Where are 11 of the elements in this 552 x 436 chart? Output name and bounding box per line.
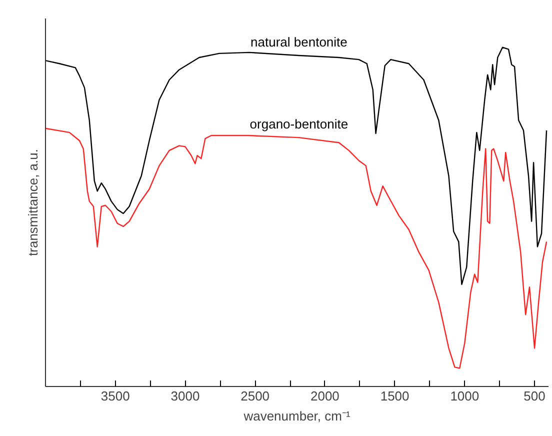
x-axis-title: wavenumber, cm⁻¹ <box>242 408 351 424</box>
series-label: organo-bentonite <box>250 116 348 132</box>
series-label: natural bentonite <box>250 34 348 50</box>
x-tick-label: 3500 <box>100 388 130 404</box>
x-tick-label: 2000 <box>310 388 340 404</box>
x-tick-label: 3000 <box>170 388 200 404</box>
x-tick-label: 2500 <box>240 388 270 404</box>
x-tick-label: 1500 <box>380 388 410 404</box>
x-tick-label: 1000 <box>450 388 480 404</box>
y-axis-title: transmittance, a.u. <box>26 149 40 256</box>
x-tick-label: 500 <box>524 388 546 404</box>
